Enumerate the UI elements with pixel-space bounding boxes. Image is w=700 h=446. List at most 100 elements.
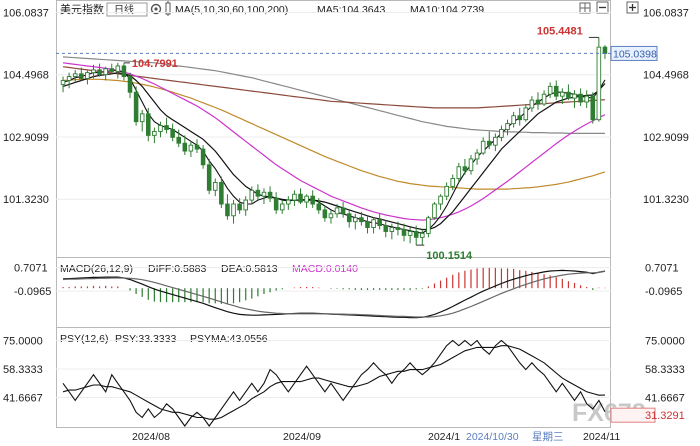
ma10-label: MA10:104.2739 <box>410 4 484 16</box>
candle-body-down <box>146 113 151 136</box>
price-ma-lines <box>62 56 606 234</box>
candle-body-down <box>316 203 322 211</box>
candle-body-up <box>91 69 96 74</box>
candle <box>560 88 565 105</box>
candle <box>109 63 115 75</box>
candle-body-up <box>279 203 285 211</box>
macd-ytick-right: 0.7071 <box>645 263 679 275</box>
psy-yticks-right: 75.0000 58.3333 41.6667 31.3291 <box>610 336 685 423</box>
candle <box>480 137 486 155</box>
candle-body-up <box>85 72 90 79</box>
candle <box>97 63 102 77</box>
candle-body-up <box>286 199 291 205</box>
crosshair-date-label: 2024/10/30 <box>466 431 519 443</box>
candle-body-up <box>292 193 297 201</box>
grid-icon[interactable] <box>579 2 591 14</box>
candle-body-down <box>97 69 102 76</box>
ma-label[interactable]: MA(5,10,30,60,100,200) <box>175 4 288 16</box>
psy-ytick-right: 58.3333 <box>645 364 685 376</box>
psy-ytick-right: 41.6667 <box>645 393 685 405</box>
candle-body-up <box>389 227 395 232</box>
psy-panel-frame <box>56 327 611 428</box>
candle-body-up <box>511 115 516 125</box>
crosshair-weekday-label: 星期三 <box>532 431 564 443</box>
candle <box>127 72 133 99</box>
macd-ytick-right: -0.0965 <box>645 286 682 298</box>
minus-icon[interactable] <box>596 1 609 14</box>
candle <box>286 196 291 210</box>
candle-body-down <box>176 136 182 144</box>
macd-diff-label: DIFF:0.5883 <box>148 263 207 275</box>
candle-body-up <box>139 113 145 123</box>
candle-body-up <box>334 207 340 215</box>
candle <box>133 86 139 126</box>
candle-body-up <box>432 203 437 219</box>
candle-body-up <box>353 217 358 223</box>
candle <box>486 131 492 150</box>
psyma-line <box>62 345 606 420</box>
price-ytick-left: 102.9099 <box>3 132 49 144</box>
candle <box>103 66 108 81</box>
candle <box>572 90 577 108</box>
candle-body-up <box>371 219 376 228</box>
macd-lines <box>62 269 606 319</box>
candle-body-up <box>72 73 78 78</box>
candle <box>371 217 376 234</box>
plus-icon[interactable] <box>626 1 639 14</box>
candle <box>365 215 370 234</box>
candle <box>602 45 608 59</box>
candle-body-up <box>158 125 163 132</box>
candle <box>462 158 468 175</box>
candle <box>237 198 242 214</box>
candle-body-up <box>523 107 529 121</box>
psy-last-tag <box>610 407 656 423</box>
price-ytick-right: 106.0837 <box>643 7 689 19</box>
candle <box>139 109 145 132</box>
high-annotation: 105.4481 <box>537 25 583 37</box>
macd-diff-line <box>62 269 606 319</box>
candle <box>529 96 535 112</box>
x-label-aug: 2024/08 <box>132 431 170 443</box>
candle-body-down <box>255 189 261 197</box>
candle <box>261 188 267 205</box>
macd-ytick-left: -0.0965 <box>14 286 51 298</box>
candle <box>438 194 443 210</box>
candle <box>584 90 589 108</box>
gear-icon[interactable] <box>150 3 162 15</box>
candle-body-down <box>602 46 608 54</box>
candle-body-down <box>486 140 492 146</box>
candle <box>499 125 504 142</box>
price-yticks-left: 106.0837 104.4968 102.9099 101.3230 <box>3 7 49 206</box>
ma100-line <box>62 66 606 109</box>
x-axis: 2024/08 2024/09 2024/1 2024/10/30 星期三 20… <box>132 431 620 443</box>
symbol-label: 美元指数 <box>60 2 104 16</box>
candle <box>383 219 389 238</box>
macd-dea-line <box>62 270 606 318</box>
psy-ytick-left: 75.0000 <box>3 336 43 348</box>
candle-body-down <box>219 181 224 205</box>
candle <box>395 221 401 236</box>
price-ytick-right: 102.9099 <box>643 132 689 144</box>
candle-body-up <box>115 65 121 72</box>
price-yticks-right: 106.0837 104.4968 102.9099 101.3230 <box>643 7 689 206</box>
candle-body-up <box>505 123 510 130</box>
macd-label: MACD(26,12,9) <box>60 263 133 275</box>
ma5-line <box>62 69 606 234</box>
prev-high-annotation: 104.7991 <box>132 58 178 70</box>
candle <box>304 194 309 208</box>
price-annotations: 105.0398 105.4481 104.7991 100.1514 <box>56 25 658 262</box>
psy-yticks-left: 75.0000 58.3333 41.6667 <box>3 336 43 405</box>
candle-body-down <box>322 209 328 219</box>
candle-body-down <box>121 65 127 78</box>
candle-body-up <box>212 181 218 191</box>
candle <box>152 127 157 144</box>
price-gridlines <box>56 11 611 200</box>
candle <box>468 154 474 175</box>
price-ytick-left: 106.0837 <box>3 7 49 19</box>
candle-body-down <box>273 197 279 211</box>
candle <box>426 215 431 238</box>
candle-body-up <box>456 166 462 179</box>
candle-body-down <box>535 99 541 105</box>
candle <box>444 182 449 201</box>
